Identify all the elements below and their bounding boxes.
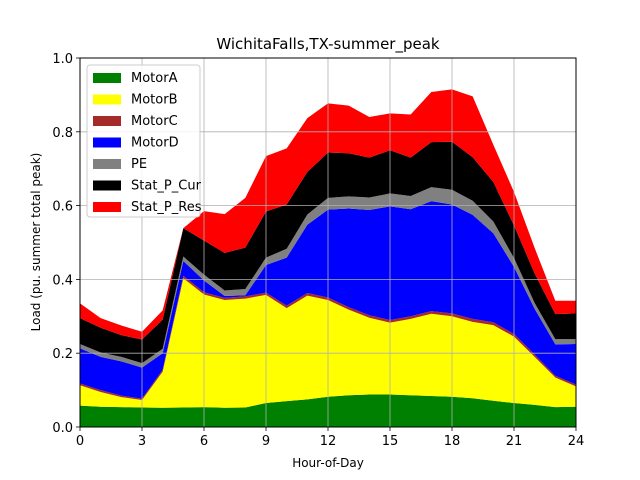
legend-label: MotorC	[131, 114, 178, 129]
x-axis-label: Hour-of-Day	[292, 456, 364, 470]
x-tick-label: 6	[200, 434, 208, 449]
y-tick-label: 0.2	[52, 347, 73, 362]
x-tick-label: 0	[76, 434, 84, 449]
x-tick-label: 9	[262, 434, 270, 449]
area-pe	[80, 187, 576, 368]
legend-label: Stat_P_Res	[131, 200, 202, 215]
legend-label: MotorB	[131, 93, 177, 108]
legend-swatch	[93, 116, 121, 126]
legend-swatch	[93, 94, 121, 105]
x-tick-label: 24	[568, 434, 585, 449]
legend-swatch	[93, 159, 121, 169]
chart-title: WichitaFalls,TX-summer_peak	[216, 35, 440, 54]
x-tick-label: 3	[138, 434, 146, 449]
y-tick-label: 1.0	[52, 52, 73, 67]
y-axis-label: Load (pu. summer total peak)	[29, 153, 43, 332]
legend-swatch	[93, 202, 121, 212]
y-tick-label: 0.6	[52, 200, 73, 215]
legend-label: MotorA	[131, 71, 178, 86]
legend-label: MotorD	[131, 136, 179, 151]
legend-swatch	[93, 73, 121, 83]
y-axis: 0.0 0.2 0.4 0.6 0.8 1.0	[52, 52, 80, 436]
legend-swatch	[93, 137, 121, 148]
x-tick-label: 15	[382, 434, 399, 449]
y-tick-label: 0.4	[52, 273, 73, 288]
x-tick-label: 12	[320, 434, 337, 449]
y-tick-label: 0.0	[52, 421, 73, 436]
x-tick-label: 21	[506, 434, 523, 449]
x-axis: 0 3 6 9 12 15 18 21 24	[76, 427, 584, 449]
x-tick-label: 18	[444, 434, 461, 449]
legend: MotorA MotorB MotorC MotorD PE Stat_P_Cur Stat…	[86, 64, 202, 218]
legend-label: Stat_P_Cur	[131, 179, 202, 194]
legend-label: PE	[131, 157, 147, 172]
y-tick-label: 0.8	[52, 126, 73, 141]
legend-swatch	[93, 180, 121, 191]
